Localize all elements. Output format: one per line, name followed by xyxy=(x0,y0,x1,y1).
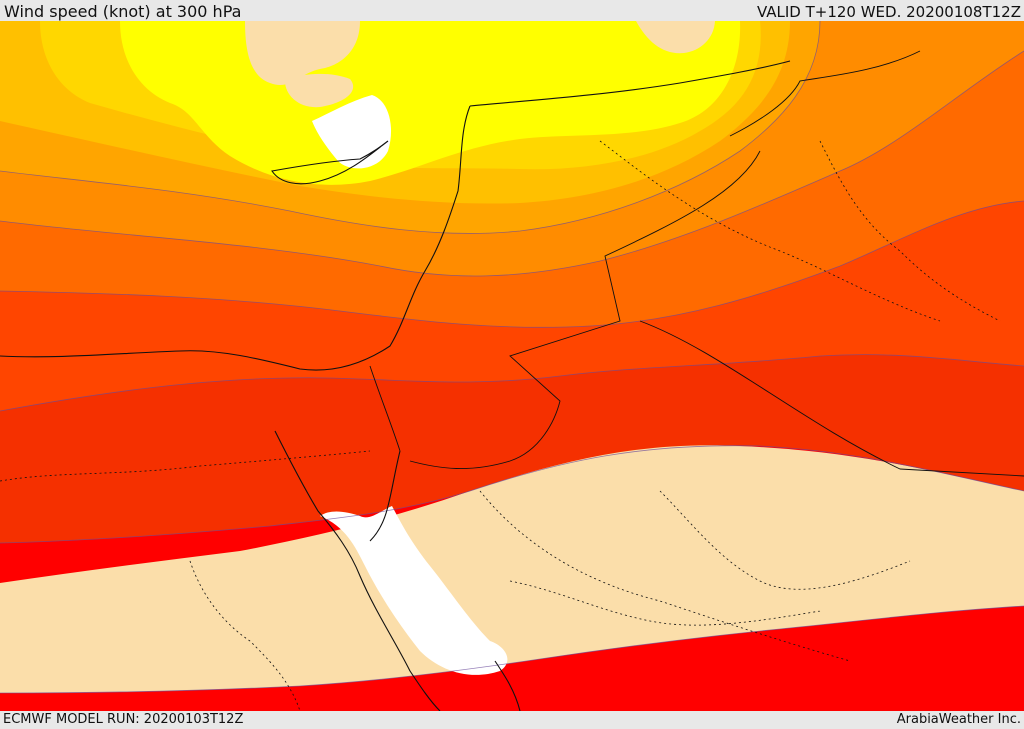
map-title: Wind speed (knot) at 300 hPa xyxy=(4,2,242,21)
patch-light-northeast xyxy=(636,21,715,54)
patch-light-north xyxy=(245,21,360,86)
patch-light-north-2 xyxy=(285,73,354,108)
coastlines xyxy=(0,60,791,711)
model-run-label: ECMWF MODEL RUN: 20200103T12Z xyxy=(3,712,244,727)
patch-white-north xyxy=(312,95,392,169)
band-light-south xyxy=(0,445,1024,693)
brand-label: ArabiaWeather Inc. xyxy=(896,712,1021,727)
internal-borders xyxy=(0,140,1001,711)
footer-bar: ECMWF MODEL RUN: 20200103T12Z ArabiaWeat… xyxy=(0,711,1024,729)
wind-speed-map xyxy=(0,21,1024,711)
borders xyxy=(369,50,1024,477)
wind-contours xyxy=(0,21,1024,694)
header-bar: Wind speed (knot) at 300 hPa VALID T+120… xyxy=(0,0,1024,21)
valid-time: VALID T+120 WED. 20200108T12Z xyxy=(756,3,1021,21)
red-sea xyxy=(320,506,508,675)
